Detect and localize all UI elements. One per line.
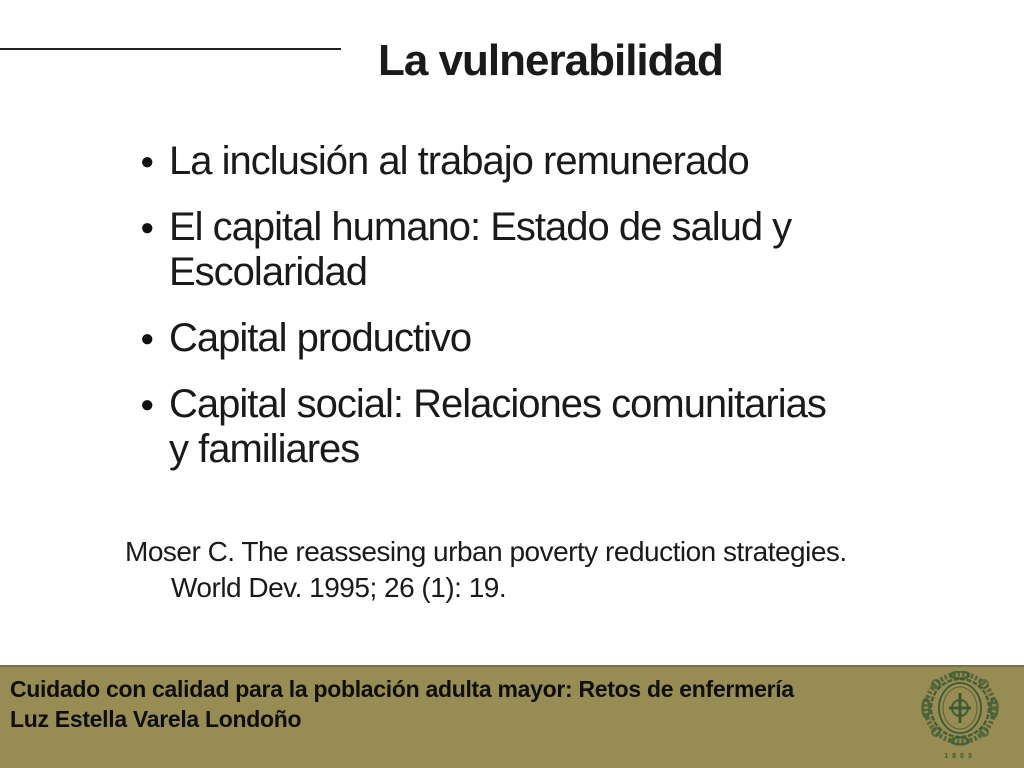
footer-author: Luz Estella Varela Londoño — [10, 706, 302, 732]
bullet-icon: ● — [140, 325, 155, 352]
citation-line: World Dev. 1995; 26 (1): 19. — [171, 572, 507, 603]
seal-year-label: 1803 — [944, 753, 976, 760]
bullet-icon: ● — [140, 214, 155, 241]
bullet-list: ● La inclusión al trabajo remunerado ● E… — [140, 139, 1000, 493]
university-seal: 1803 — [918, 670, 1002, 760]
university-seal-icon — [921, 670, 999, 746]
bullet-text: Escolaridad — [169, 250, 368, 294]
list-item: ● Capital social: Relaciones comunitaria… — [140, 382, 1000, 472]
list-item: ● La inclusión al trabajo remunerado — [140, 139, 1000, 184]
bullet-text: La inclusión al trabajo remunerado — [169, 139, 750, 183]
footer-bar: Cuidado con calidad para la población ad… — [0, 665, 1024, 768]
bullet-icon: ● — [140, 148, 155, 175]
citation-line: Moser C. The reassesing urban poverty re… — [125, 536, 847, 567]
bullet-text: Capital social: Relaciones comunitarias — [169, 382, 827, 426]
bullet-text: El capital humano: Estado de salud y — [169, 205, 792, 249]
list-item: ● Capital productivo — [140, 316, 1000, 361]
footer-course-title: Cuidado con calidad para la población ad… — [10, 676, 794, 702]
bullet-text: Capital productivo — [169, 316, 472, 360]
bullet-icon: ● — [140, 391, 155, 418]
slide-title: La vulnerabilidad — [378, 36, 724, 85]
footer-text: Cuidado con calidad para la población ad… — [10, 674, 794, 734]
title-divider-line — [0, 48, 341, 50]
bullet-text: y familiares — [169, 427, 360, 471]
reference-citation: Moser C. The reassesing urban poverty re… — [125, 534, 985, 606]
list-item: ● El capital humano: Estado de salud y E… — [140, 205, 1000, 295]
